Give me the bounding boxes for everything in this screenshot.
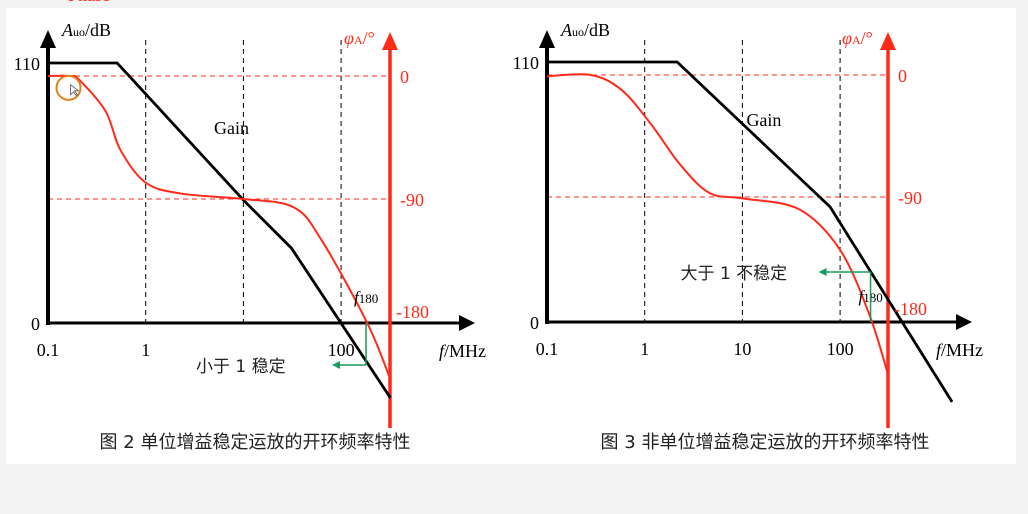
x-tick-label: 1 xyxy=(640,339,649,359)
frequency-axis-label: f/MHz xyxy=(936,340,983,360)
phase-tick-label: -90 xyxy=(400,190,424,210)
f180-label: f180 xyxy=(354,288,378,307)
gain-tick-label: 110 xyxy=(14,54,40,74)
x-tick-label: 100 xyxy=(827,339,854,359)
frequency-axis-arrow xyxy=(956,314,972,330)
phase-tick-label: 0 xyxy=(400,67,409,87)
x-tick-label: 100 xyxy=(328,340,355,360)
gain-axis-arrow xyxy=(40,30,56,48)
cursor-highlight-icon xyxy=(55,74,82,101)
phase-axis-arrow xyxy=(382,32,398,50)
phase-tick-label: -180 xyxy=(396,302,429,322)
gain-tick-label: 0 xyxy=(530,313,539,333)
gain-axis-arrow xyxy=(539,30,555,48)
arrow-head-icon xyxy=(818,268,827,276)
x-tick-label: 10 xyxy=(733,339,751,359)
gain-axis-label: Auo/dB xyxy=(61,20,111,40)
gain-curve xyxy=(547,60,954,403)
mouse-cursor-icon xyxy=(70,84,80,97)
gain-axis-label: Auo/dB xyxy=(560,20,610,40)
phase-curve xyxy=(546,73,890,375)
x-tick-label: 1 xyxy=(141,340,150,360)
chart-1: GainPhase0.1110011000-90-180Auo/dBφA/°f/… xyxy=(14,0,486,453)
x-tick-label: 0.1 xyxy=(37,340,60,360)
f180-label: f180 xyxy=(859,287,883,306)
arrow-head-icon xyxy=(332,361,341,369)
figure-caption: 图 3 非单位增益稳定运放的开环频率特性 xyxy=(601,432,930,453)
frequency-axis-label: f/MHz xyxy=(439,341,486,361)
gain-label: Gain xyxy=(214,118,249,138)
gain-tick-label: 110 xyxy=(513,53,539,73)
gain-label: Gain xyxy=(746,110,781,130)
x-tick-label: 0.1 xyxy=(536,339,559,359)
gain-curve xyxy=(48,61,392,399)
phase-tick-label: -90 xyxy=(898,188,922,208)
gain-tick-label: 0 xyxy=(31,314,40,334)
phase-tick-label: -180 xyxy=(894,299,927,319)
stability-annotation: 大于 1 不稳定 xyxy=(681,264,788,284)
phase-curve xyxy=(47,74,391,379)
phase-axis-label: φA/° xyxy=(842,28,873,48)
figure-caption: 图 2 单位增益稳定运放的开环频率特性 xyxy=(100,432,411,453)
phase-label: Phase xyxy=(68,0,110,5)
phase-axis-label: φA/° xyxy=(344,28,375,48)
phase-axis-arrow xyxy=(880,32,896,50)
phase-tick-label: 0 xyxy=(898,66,907,86)
frequency-axis-arrow xyxy=(459,315,475,331)
stability-annotation: 小于 1 稳定 xyxy=(196,357,286,377)
chart-2: GainPhase0.111010011000-90-180Auo/dBφA/°… xyxy=(513,20,983,453)
